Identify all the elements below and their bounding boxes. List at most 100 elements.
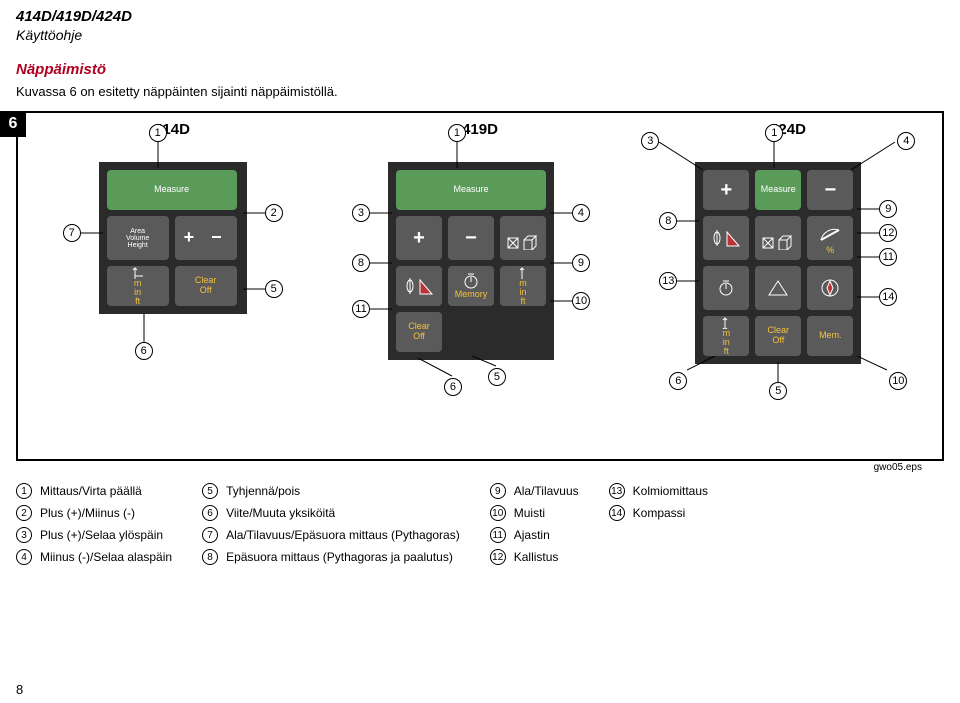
measure-button[interactable]: Measure: [107, 170, 237, 210]
legend-text: Viite/Muuta yksiköitä: [226, 506, 335, 520]
keypad-419d: Measure + −: [388, 162, 554, 360]
model-number: 414D/419D/424D: [16, 8, 944, 25]
callout-1: 1: [448, 124, 466, 142]
legend-col-2: 5Tyhjennä/pois 6Viite/Muuta yksiköitä 7A…: [202, 483, 460, 565]
plus-minus-button[interactable]: + −: [175, 216, 237, 260]
clear-off-button[interactable]: Clear Off: [396, 312, 442, 352]
callout-8: 8: [352, 254, 370, 272]
measure-button[interactable]: Measure: [755, 170, 801, 210]
off-label: Off: [772, 336, 784, 346]
units-button[interactable]: m in ft: [107, 266, 169, 306]
pythagoras-button[interactable]: [703, 216, 749, 260]
compass-button[interactable]: [807, 266, 853, 310]
callout-5: 5: [488, 368, 506, 386]
callout-6: 6: [669, 372, 687, 390]
timer-button[interactable]: [703, 266, 749, 310]
measure-label: Measure: [154, 185, 189, 195]
units-button[interactable]: m in ft: [500, 266, 546, 306]
legend-col-1: 1Mittaus/Virta päällä 2Plus (+)/Miinus (…: [16, 483, 172, 565]
off-label: Off: [200, 286, 212, 296]
percent-icon: %: [826, 246, 834, 255]
callout-1: 1: [149, 124, 167, 142]
doc-type: Käyttöohje: [16, 27, 944, 43]
pythagoras-button[interactable]: [396, 266, 442, 306]
pad-group-414d: Measure Area Volume Height + − m in ft C…: [99, 162, 247, 314]
callout-13: 13: [659, 272, 677, 290]
legend-text: Plus (+)/Miinus (-): [40, 506, 135, 520]
legend-row: 11Ajastin: [490, 527, 579, 543]
legend-row: 4Miinus (-)/Selaa alaspäin: [16, 549, 172, 565]
legend: 1Mittaus/Virta päällä 2Plus (+)/Miinus (…: [0, 469, 960, 565]
legend-col-3: 9Ala/Tilavuus 10 Muisti 11Ajastin 12Kalli…: [490, 483, 579, 565]
callout-14: 14: [879, 288, 897, 306]
section-title: Näppäimistö: [0, 61, 960, 78]
callout-2: 2: [265, 204, 283, 222]
memory-button[interactable]: Mem.: [807, 316, 853, 356]
unit-ft: ft: [724, 347, 729, 356]
legend-row: 5Tyhjennä/pois: [202, 483, 460, 499]
figure-number: 6: [0, 111, 26, 137]
pad-group-424d: + Measure −: [695, 162, 861, 364]
area-volume-icon: [761, 226, 795, 250]
legend-num: 10: [490, 505, 506, 521]
callout-11: 11: [879, 248, 897, 266]
plus-icon: +: [720, 179, 732, 201]
legend-text: Kallistus: [514, 550, 559, 564]
callout-12: 12: [879, 224, 897, 242]
area-volume-height-button[interactable]: Area Volume Height: [107, 216, 169, 260]
area-volume-icon: [506, 226, 540, 250]
legend-row: 6Viite/Muuta yksiköitä: [202, 505, 460, 521]
plus-button[interactable]: +: [703, 170, 749, 210]
plus-button[interactable]: +: [396, 216, 442, 260]
callout-8: 8: [659, 212, 677, 230]
pythagoras-icon: [404, 274, 434, 298]
plus-icon: +: [413, 227, 425, 249]
memory-label: Memory: [455, 290, 488, 300]
unit-ft: ft: [520, 297, 525, 306]
callout-10: 10: [572, 292, 590, 310]
avh-area: Area: [130, 228, 145, 235]
callout-7: 7: [63, 224, 81, 242]
clear-off-button[interactable]: Clear Off: [755, 316, 801, 356]
legend-text: Kompassi: [633, 506, 686, 520]
legend-col-4: 13Kolmiomittaus 14Kompassi: [609, 483, 708, 565]
tilt-icon: [817, 222, 843, 246]
minus-button[interactable]: −: [448, 216, 494, 260]
pad-group-419d: Measure + −: [388, 162, 554, 360]
figure-box: 6 414D 419D 424D Measure Area Volume Hei…: [16, 111, 944, 461]
minus-button[interactable]: −: [807, 170, 853, 210]
clear-off-button[interactable]: Clear Off: [175, 266, 237, 306]
legend-text: Plus (+)/Selaa ylöspäin: [40, 528, 163, 542]
legend-num: 11: [490, 527, 506, 543]
callout-3: 3: [641, 132, 659, 150]
minus-icon: −: [824, 179, 836, 201]
avh-height: Height: [128, 242, 148, 249]
leader: [418, 358, 454, 378]
area-volume-button[interactable]: [500, 216, 546, 260]
doc-header: 414D/419D/424D Käyttöohje: [0, 0, 960, 47]
legend-num: 14: [609, 505, 625, 521]
callout-11: 11: [352, 300, 370, 318]
legend-row: 12Kallistus: [490, 549, 579, 565]
timer-button[interactable]: Memory: [448, 266, 494, 306]
tilt-button[interactable]: %: [807, 216, 853, 260]
legend-row: 14 Kompassi: [609, 505, 708, 521]
timer-icon: [462, 272, 480, 290]
legend-text: Kolmiomittaus: [633, 484, 708, 498]
keypad-414d: Measure Area Volume Height + − m in ft C…: [99, 162, 247, 314]
measure-label: Measure: [453, 185, 488, 195]
units-button[interactable]: m in ft: [703, 316, 749, 356]
avh-volume: Volume: [126, 235, 149, 242]
unit-ft: ft: [135, 297, 140, 306]
pythagoras-icon: [711, 226, 741, 250]
legend-row: 8Epäsuora mittaus (Pythagoras ja paalutu…: [202, 549, 460, 565]
legend-row: 9Ala/Tilavuus: [490, 483, 579, 499]
callout-9: 9: [572, 254, 590, 272]
triangle-button[interactable]: [755, 266, 801, 310]
callout-9: 9: [879, 200, 897, 218]
legend-text: Tyhjennä/pois: [226, 484, 300, 498]
legend-text: Muisti: [514, 506, 545, 520]
measure-button[interactable]: Measure: [396, 170, 546, 210]
area-volume-button[interactable]: [755, 216, 801, 260]
callout-3: 3: [352, 204, 370, 222]
